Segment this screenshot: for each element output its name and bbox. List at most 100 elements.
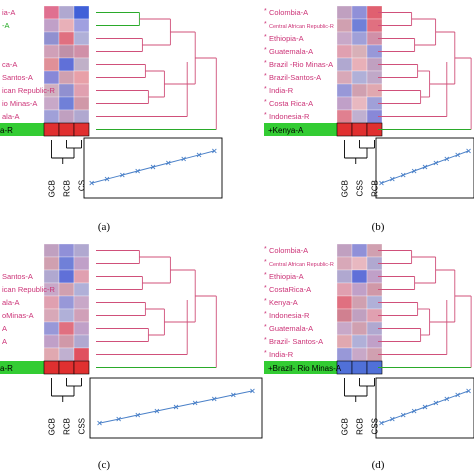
heatmap-cell <box>351 308 368 323</box>
heatmap-cell <box>351 282 368 297</box>
heatmap-cell <box>351 18 368 33</box>
heatmap-cell <box>351 243 368 258</box>
heatmap-cell <box>336 5 353 20</box>
heatmap-cell <box>58 96 75 111</box>
heatmap-cell <box>351 96 368 111</box>
heatmap-cell <box>336 347 353 362</box>
heatmap-cell <box>58 282 75 297</box>
line-plot-marker <box>379 420 384 426</box>
marker-asterisk: * <box>264 112 267 119</box>
sample-label: ca-A <box>2 60 17 69</box>
sample-label: Central African Republic-R <box>269 24 334 30</box>
line-plot-frame <box>375 137 474 199</box>
line-plot-marker <box>212 148 217 154</box>
heatmap-cell <box>73 334 90 349</box>
heatmap-cell <box>58 83 75 98</box>
heatmap-cell <box>73 44 90 59</box>
sample-label: Colombia-A <box>269 246 308 255</box>
heatmap-cell <box>336 256 353 271</box>
line-plot-marker <box>104 176 110 182</box>
heatmap-cell <box>58 57 75 72</box>
line-plot-marker <box>166 160 171 166</box>
line-plot-marker <box>379 180 384 186</box>
heatmap-cell <box>58 5 75 20</box>
line-plot-marker <box>455 392 460 398</box>
heatmap-cell <box>58 31 75 46</box>
column-label: GCB <box>341 418 350 435</box>
highlight-cell <box>336 122 353 137</box>
heatmap-cell <box>336 96 353 111</box>
sample-label: ala-A <box>2 112 20 121</box>
line-plot-marker <box>196 152 202 158</box>
heatmap-cell <box>351 109 368 124</box>
column-label: CSS <box>371 418 380 434</box>
marker-asterisk: * <box>264 259 267 266</box>
highlight-label: +Kenya-A <box>268 126 304 135</box>
heatmap-cell <box>336 109 353 124</box>
caption-b: (b) <box>371 221 385 233</box>
heatmap-cell <box>351 5 368 20</box>
sample-label: India-R <box>269 86 294 95</box>
heatmap-cell <box>336 31 353 46</box>
highlight-bar <box>0 123 44 136</box>
heatmap-cell <box>43 57 60 72</box>
line-plot-marker <box>150 164 156 170</box>
heatmap-cell <box>43 347 60 362</box>
sample-label: Ethiopia-A <box>269 34 304 43</box>
line-plot-frame <box>375 377 474 439</box>
heatmap-cell <box>43 243 60 258</box>
line-plot-marker <box>422 164 428 170</box>
line-plot-marker <box>455 152 460 158</box>
heatmap-cell <box>73 243 90 258</box>
line-plot-marker <box>211 396 217 402</box>
marker-asterisk: * <box>264 99 267 106</box>
sample-label: ia-A <box>2 8 15 17</box>
line-plot-frame <box>83 137 223 199</box>
heatmap-cell <box>43 5 60 20</box>
heatmap-cell <box>73 70 90 85</box>
sample-label: Central African Republic-R <box>269 262 334 268</box>
line-plot-marker <box>135 168 140 174</box>
heatmap-cell <box>43 295 60 310</box>
line-plot-marker <box>135 412 141 418</box>
line-plot-marker <box>433 400 439 406</box>
highlight-label: +Brazil- Rio Minas-A <box>268 364 342 373</box>
heatmap-cell <box>351 295 368 310</box>
heatmap-cell <box>336 44 353 59</box>
heatmap-cell <box>43 334 60 349</box>
marker-asterisk: * <box>264 311 267 318</box>
sample-label: Indonesia-R <box>269 112 310 121</box>
heatmap-cell <box>43 18 60 33</box>
line-plot-marker <box>411 408 417 414</box>
heatmap-cell <box>43 256 60 271</box>
marker-asterisk: * <box>264 298 267 305</box>
heatmap-cell <box>336 83 353 98</box>
heatmap-cell <box>336 57 353 72</box>
heatmap-cell <box>351 31 368 46</box>
heatmap-cell <box>351 269 368 284</box>
heatmap-cell <box>43 70 60 85</box>
line-plot-marker <box>390 416 395 422</box>
line-plot-marker <box>444 396 450 402</box>
line-plot-marker <box>411 168 417 174</box>
heatmap-cell <box>73 256 90 271</box>
highlight-cell <box>73 122 90 137</box>
sample-label: Guatemala-A <box>269 47 313 56</box>
sample-label: oMinas-A <box>2 311 34 320</box>
heatmap-cell <box>43 44 60 59</box>
heatmap-cell <box>73 282 90 297</box>
heatmap-cell <box>58 269 75 284</box>
heatmap-cell <box>73 109 90 124</box>
heatmap-cell <box>351 347 368 362</box>
marker-asterisk: * <box>264 73 267 80</box>
sample-label: Costa Rica-A <box>269 99 313 108</box>
marker-asterisk: * <box>264 21 267 28</box>
heatmap-cell <box>73 269 90 284</box>
line-plot-marker <box>433 160 439 166</box>
line-plot-frame <box>89 377 263 439</box>
heatmap-cell <box>336 269 353 284</box>
column-label: CSS <box>78 418 87 434</box>
line-plot-marker <box>400 412 406 418</box>
highlight-bar <box>264 361 337 374</box>
sample-label: CostaRica-A <box>269 285 311 294</box>
